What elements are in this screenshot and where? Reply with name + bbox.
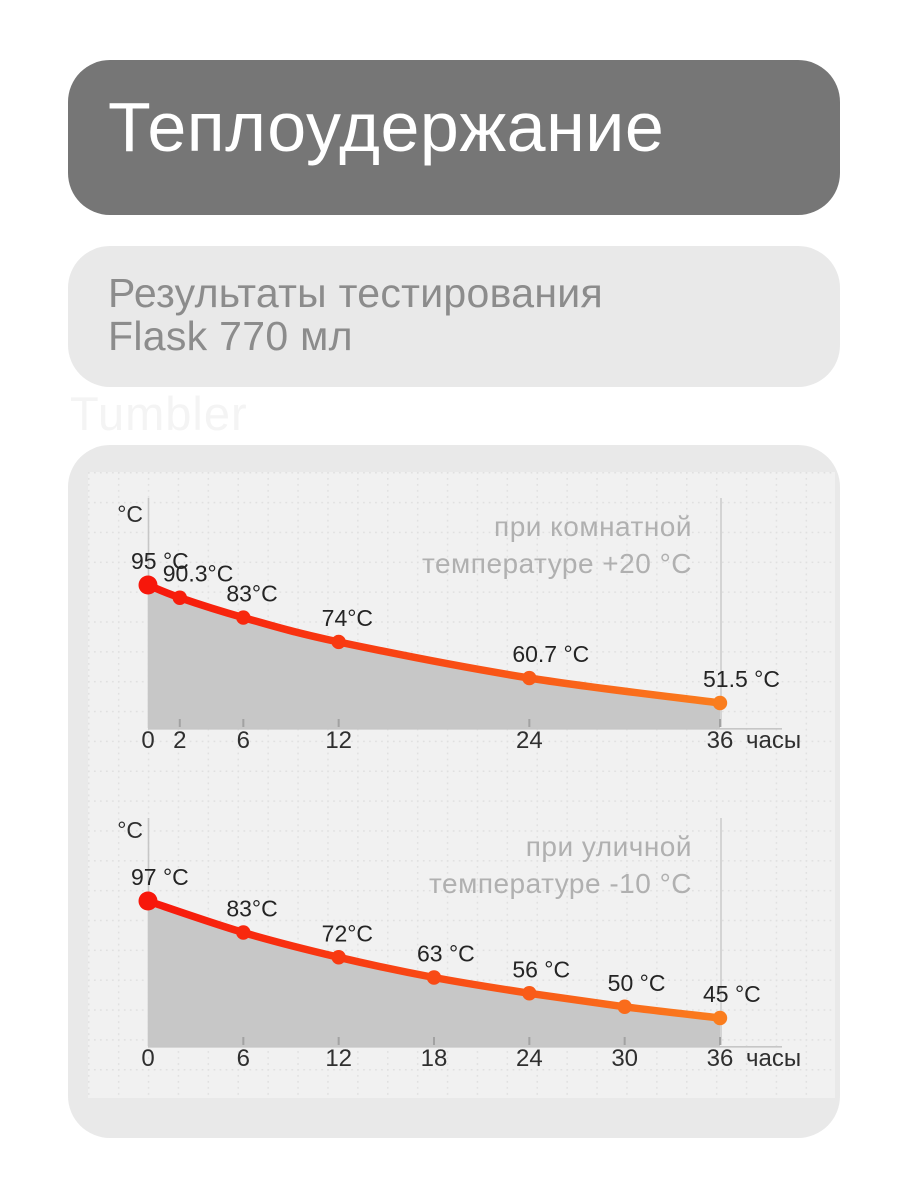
x-tick-label: 12	[325, 727, 352, 754]
data-point-label: 45 °C	[703, 981, 761, 1007]
subtitle-line-2: Flask 770 мл	[108, 313, 353, 359]
curve-area-fill	[148, 585, 720, 728]
x-tick-label: 24	[516, 727, 543, 754]
data-point	[236, 610, 251, 625]
x-tick-label: 12	[325, 1045, 352, 1072]
data-point	[331, 950, 346, 965]
data-point	[236, 925, 251, 940]
x-tick-label: 30	[611, 1045, 638, 1072]
data-point	[138, 575, 158, 595]
x-axis-ticks	[242, 1037, 721, 1045]
chart-2: 97 °C 83°C 72°C 63 °C 56 °C 50 °C 45 °C 0 6 12 18 2…	[117, 817, 801, 1072]
data-point-label: 63 °C	[417, 941, 475, 967]
data-point-label: 97 °C	[131, 864, 189, 890]
x-tick-label: 0	[141, 1045, 154, 1072]
data-point-label: 51.5 °C	[703, 666, 780, 692]
brand-watermark: Tumbler	[70, 387, 248, 440]
data-point	[522, 986, 537, 1001]
data-point-label: 56 °C	[512, 956, 570, 982]
x-tick-label: 36	[707, 1045, 734, 1072]
subtitle-text: Результаты тестирования Flask 770 мл	[108, 272, 800, 358]
data-point-label: 72°C	[322, 920, 373, 946]
x-tick-label: 36	[707, 727, 734, 754]
data-point	[426, 970, 442, 985]
data-point-label: 83°C	[226, 896, 277, 922]
chart-condition-title: при уличной	[526, 831, 692, 862]
x-tick-label: 0	[141, 727, 154, 754]
data-point-label: 95 °C	[131, 548, 189, 574]
chart-1: 95 °C90.3°C83°C 74°C 60.7 °C 51.5 °C 0 2 6 12 24…	[117, 498, 801, 754]
data-point	[331, 634, 346, 650]
x-tick-label: 2	[173, 727, 186, 754]
data-point-label: 83°C	[226, 581, 277, 607]
chart-card: 95 °C 90.3°C 83°C 74°C 60.7 °C 51.5 °C 0 2 6 12 24…	[68, 445, 840, 1138]
data-point-label: 60.7 °C	[512, 641, 589, 667]
data-point-label: 74°C	[322, 605, 373, 631]
x-axis-unit-label: часы	[746, 727, 801, 754]
x-tick-label: 18	[421, 1045, 448, 1072]
subtitle-card: Результаты тестирования Flask 770 мл	[68, 246, 840, 387]
x-tick-label: 6	[237, 727, 250, 754]
subtitle-line-1: Результаты тестирования	[108, 270, 603, 316]
chart-condition-title: температуре +20 °C	[422, 548, 692, 579]
x-tick-label: 6	[237, 1045, 250, 1072]
heat-retention-charts: 95 °C90.3°C83°C74°C60.7 °C51.5 °C0 2 6 12 24…	[88, 472, 835, 1098]
title-card: Теплоудержание	[68, 60, 840, 215]
data-point	[172, 590, 187, 605]
data-point-label: 90.3°C	[163, 561, 234, 587]
data-point	[522, 670, 537, 686]
data-point	[138, 891, 158, 911]
x-tick-label: 24	[516, 1045, 543, 1072]
data-point	[617, 999, 632, 1014]
y-axis-unit-label: °C	[117, 817, 143, 843]
data-point-label: 50 °C	[608, 970, 666, 996]
chart-condition-title: при комнатной	[494, 511, 692, 542]
curve-area-fill	[148, 901, 720, 1046]
y-axis-unit-label: °C	[117, 501, 143, 527]
x-axis-ticks	[178, 719, 721, 727]
chart-condition-title: температуре -10 °C	[429, 868, 692, 899]
x-axis-unit-label: часы	[746, 1045, 801, 1072]
page-title: Теплоудержание	[108, 87, 665, 166]
data-point	[712, 1010, 728, 1026]
data-point	[712, 695, 728, 711]
